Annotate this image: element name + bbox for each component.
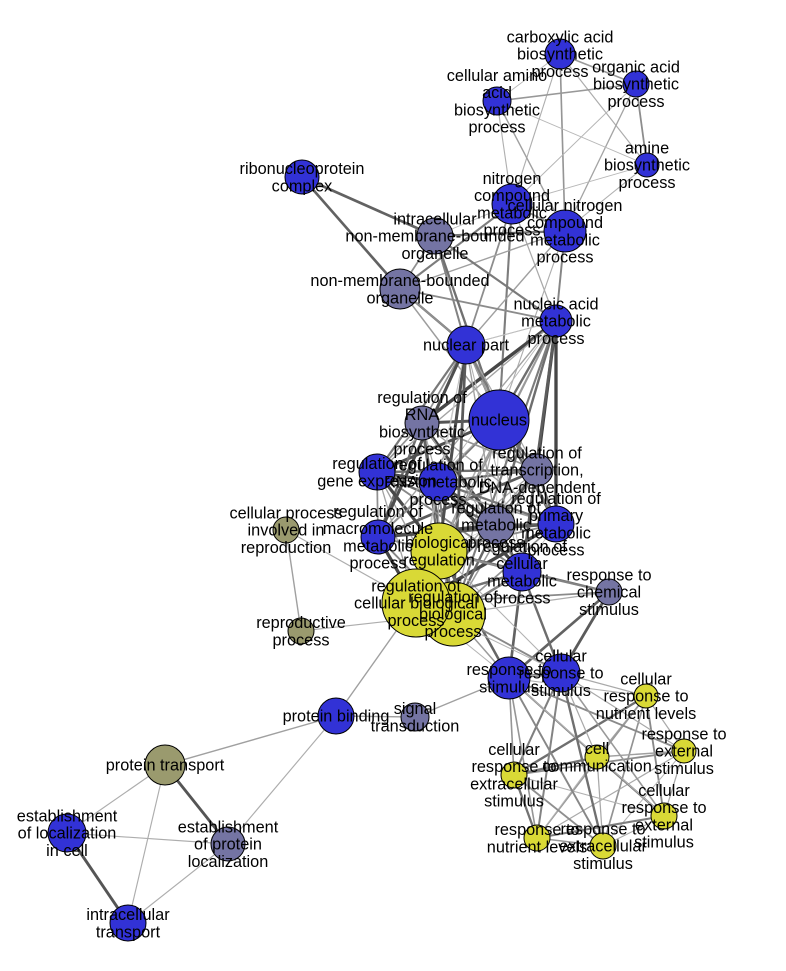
svg-text:process: process <box>527 330 584 348</box>
svg-text:complex: complex <box>272 177 333 195</box>
svg-text:regulation of: regulation of <box>393 456 483 474</box>
svg-text:stimulus: stimulus <box>654 760 714 778</box>
svg-text:amine: amine <box>625 139 669 157</box>
svg-text:regulation of: regulation of <box>492 444 582 462</box>
svg-text:regulation of: regulation of <box>333 503 423 521</box>
svg-text:cellular: cellular <box>638 782 690 800</box>
svg-text:cellular: cellular <box>496 555 548 573</box>
svg-text:process: process <box>618 174 675 192</box>
svg-text:process: process <box>536 249 593 267</box>
svg-text:in cell: in cell <box>46 842 88 860</box>
svg-text:regulation of: regulation of <box>451 499 541 517</box>
svg-text:extracellular: extracellular <box>470 775 558 793</box>
svg-text:response to: response to <box>603 688 688 706</box>
svg-text:transcription,: transcription, <box>490 462 583 480</box>
svg-text:ribonucleoprotein: ribonucleoprotein <box>240 160 365 178</box>
svg-text:nutrient levels: nutrient levels <box>596 705 696 723</box>
svg-text:biosynthetic: biosynthetic <box>517 46 603 64</box>
svg-text:biosynthetic: biosynthetic <box>604 157 690 175</box>
svg-text:biosynthetic: biosynthetic <box>593 76 679 94</box>
svg-text:response to: response to <box>518 665 603 683</box>
svg-text:biosynthetic: biosynthetic <box>454 101 540 119</box>
svg-text:cellular amino: cellular amino <box>447 67 547 85</box>
svg-text:establishment: establishment <box>17 807 118 825</box>
svg-text:regulation of: regulation of <box>477 538 567 556</box>
svg-text:stimulus: stimulus <box>484 793 544 811</box>
svg-text:reproduction: reproduction <box>241 539 332 557</box>
svg-text:reproductive: reproductive <box>256 614 346 632</box>
svg-text:metabolic: metabolic <box>530 231 600 249</box>
svg-text:response to: response to <box>560 820 645 838</box>
svg-text:organic acid: organic acid <box>592 58 680 76</box>
svg-text:metabolic: metabolic <box>521 313 591 331</box>
svg-text:RNA: RNA <box>405 406 440 424</box>
svg-text:extracellular: extracellular <box>559 838 647 856</box>
svg-text:nucleus: nucleus <box>471 412 527 430</box>
svg-text:stimulus: stimulus <box>573 855 633 873</box>
svg-text:process: process <box>272 631 329 649</box>
svg-text:regulation: regulation <box>403 551 475 569</box>
svg-text:chemical: chemical <box>577 584 641 602</box>
svg-text:RNA metabolic: RNA metabolic <box>384 474 492 492</box>
svg-text:of protein: of protein <box>194 836 262 854</box>
svg-text:process: process <box>607 93 664 111</box>
svg-text:response to: response to <box>641 725 726 743</box>
svg-text:stimulus: stimulus <box>531 682 591 700</box>
svg-text:nuclear part: nuclear part <box>423 337 509 355</box>
svg-text:metabolic: metabolic <box>461 517 531 535</box>
svg-text:localization: localization <box>188 853 269 871</box>
svg-text:stimulus: stimulus <box>579 601 639 619</box>
svg-text:intracellular: intracellular <box>393 210 477 228</box>
svg-text:regulation of: regulation of <box>377 389 467 407</box>
svg-text:cellular process: cellular process <box>229 504 342 522</box>
svg-text:response to: response to <box>471 758 556 776</box>
svg-text:nitrogen: nitrogen <box>483 170 542 188</box>
svg-text:transport: transport <box>96 923 161 941</box>
svg-text:process: process <box>387 612 444 630</box>
svg-text:process: process <box>468 119 525 137</box>
svg-text:external: external <box>655 743 713 761</box>
svg-text:cellular: cellular <box>535 647 587 665</box>
svg-text:response to: response to <box>566 566 651 584</box>
svg-text:regulation of: regulation of <box>371 577 461 595</box>
svg-text:transduction: transduction <box>371 717 460 735</box>
svg-text:protein transport: protein transport <box>106 757 225 775</box>
svg-text:cellular nitrogen: cellular nitrogen <box>508 197 623 215</box>
svg-text:signal: signal <box>394 700 437 718</box>
svg-text:involved in: involved in <box>248 522 325 540</box>
svg-text:response to: response to <box>621 799 706 817</box>
svg-text:non-membrane-bounded: non-membrane-bounded <box>345 228 524 246</box>
svg-text:compound: compound <box>527 214 603 232</box>
svg-text:organelle: organelle <box>367 289 434 307</box>
svg-text:process: process <box>493 590 550 608</box>
svg-text:of localization: of localization <box>18 825 117 843</box>
svg-text:organelle: organelle <box>402 245 469 263</box>
svg-text:cellular: cellular <box>488 741 540 759</box>
svg-text:communication: communication <box>542 757 652 775</box>
svg-text:biosynthetic: biosynthetic <box>379 423 465 441</box>
svg-text:biological: biological <box>405 534 473 552</box>
svg-text:carboxylic acid: carboxylic acid <box>507 28 614 46</box>
svg-text:non-membrane-bounded: non-membrane-bounded <box>310 272 489 290</box>
svg-text:process: process <box>349 555 406 573</box>
svg-text:cellular biological: cellular biological <box>354 595 478 613</box>
svg-text:nucleic acid: nucleic acid <box>513 295 598 313</box>
svg-text:intracellular: intracellular <box>86 906 170 924</box>
svg-text:establishment: establishment <box>178 818 279 836</box>
svg-text:acid: acid <box>482 84 512 102</box>
svg-text:cell: cell <box>585 740 609 758</box>
svg-text:cellular: cellular <box>620 670 672 688</box>
